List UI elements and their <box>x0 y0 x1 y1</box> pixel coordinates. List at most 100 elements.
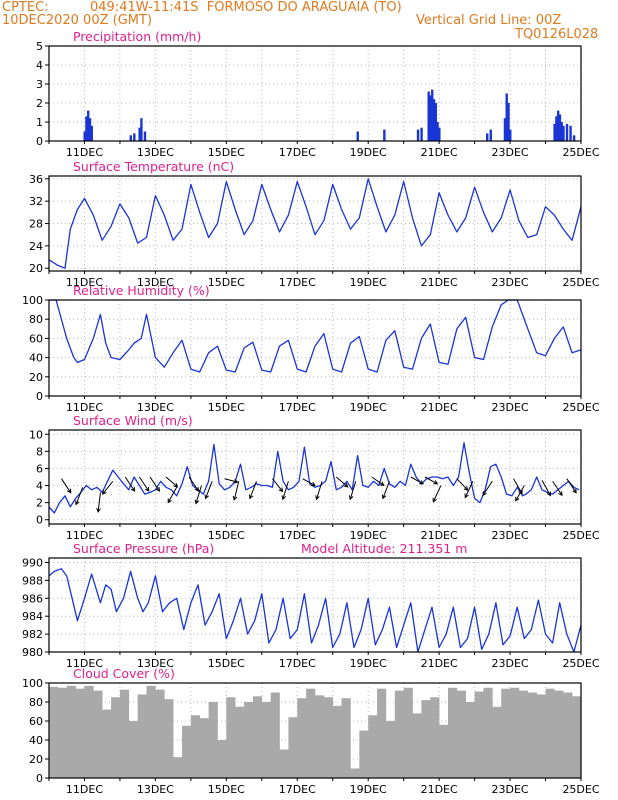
header-code: TQ0126L028 <box>515 27 599 42</box>
precipitation-bar <box>489 129 492 141</box>
precipitation-bar <box>85 116 88 141</box>
wind-arrow-shaft <box>224 478 238 483</box>
wind-arrow-shaft <box>272 478 283 492</box>
y-tick-label: 80 <box>29 696 43 709</box>
y-tick-label: 40 <box>29 734 43 747</box>
wind-arrow-shaft <box>335 476 349 488</box>
wind-arrow-shaft <box>432 485 442 502</box>
cloud-cover-bar <box>57 687 68 778</box>
cloud-cover-bar <box>474 691 484 778</box>
x-tick-label: 15DEC <box>208 657 245 670</box>
cloud-cover-frame <box>48 682 582 779</box>
y-tick-label: 0 <box>36 514 43 527</box>
precipitation-bar <box>434 103 437 141</box>
cloud-cover-bar <box>536 694 546 778</box>
wind-arrow-shaft <box>541 480 551 496</box>
x-tick-label: 21DEC <box>421 146 458 159</box>
wind-arrow-head <box>248 494 254 500</box>
x-tick-label: 11DEC <box>66 657 103 670</box>
wind-arrow-head <box>144 486 150 492</box>
x-tick-label: 21DEC <box>421 529 458 542</box>
cloud-cover-bar <box>217 740 227 778</box>
precipitation-bar <box>138 127 141 141</box>
precipitation-bar <box>383 129 386 141</box>
precipitation-bar <box>133 133 136 141</box>
wind-arrow <box>224 478 239 484</box>
wind-arrow-shaft <box>167 487 178 503</box>
wind-arrow-head <box>546 491 551 497</box>
wind-arrow <box>348 481 357 501</box>
x-tick-label: 23DEC <box>492 276 529 289</box>
y-tick-label: 60 <box>29 715 43 728</box>
cloud-cover-bar <box>350 768 360 778</box>
x-tick-label: 13DEC <box>137 657 174 670</box>
wind-arrow-shaft <box>482 480 493 496</box>
wind-arrow <box>124 476 136 492</box>
x-tick-label: 21DEC <box>421 401 458 414</box>
y-tick-label: 4 <box>36 59 43 72</box>
precipitation-bar <box>505 93 508 141</box>
x-tick-label: 17DEC <box>279 146 316 159</box>
wind-arrow-shaft <box>249 481 257 499</box>
precipitation-bar <box>427 91 430 141</box>
x-tick-label: 11DEC <box>66 401 103 414</box>
wind-arrow <box>371 476 385 486</box>
wind-arrow-head <box>315 495 320 501</box>
y-tick-label: 0 <box>36 390 43 403</box>
cloud-cover-bar <box>102 709 112 778</box>
y-tick-label: 24 <box>29 240 43 253</box>
wind-arrow-shaft <box>60 478 72 493</box>
precipitation-panel: 0 1 2 3 4 5 11DEC 13DEC 15DEC 17DEC 19DEC 21DEC 23DE… <box>36 29 600 159</box>
cloud-cover-bar <box>208 702 218 778</box>
x-tick-label: 11DEC <box>66 146 103 159</box>
x-tick-label: 21DEC <box>421 276 458 289</box>
x-tick-label: 11DEC <box>66 529 103 542</box>
x-tick-label: 19DEC <box>350 146 387 159</box>
wind-arrow <box>515 485 525 502</box>
precipitation-bar <box>88 118 92 141</box>
cloud-cover-bar <box>306 688 316 778</box>
wind-arrow-head <box>343 482 349 488</box>
cloud-cover-bar <box>119 689 130 778</box>
wind-arrow-head <box>233 479 239 484</box>
wind-arrow <box>566 478 577 494</box>
wind-arrow <box>464 481 474 499</box>
cloud-cover-title: Cloud Cover (%) <box>73 666 175 681</box>
cloud-cover-bar <box>359 730 369 778</box>
wind-arrow <box>75 487 84 506</box>
wind-arrow <box>272 478 284 493</box>
wind-arrow <box>541 480 551 497</box>
precipitation-bar <box>143 131 147 141</box>
y-tick-label: 3 <box>36 78 43 91</box>
cloud-cover-bar <box>510 687 520 778</box>
cloud-cover-bar <box>49 686 59 778</box>
y-tick-label: 1 <box>36 116 43 129</box>
y-tick-label: 100 <box>22 294 43 307</box>
relative-humidity-title: Relative Humidity (%) <box>73 283 210 298</box>
wind-arrow-shaft <box>205 481 213 499</box>
cloud-cover-bar <box>368 715 378 778</box>
precipitation-bar <box>438 127 441 141</box>
cloud-cover-bar <box>182 725 192 778</box>
cloud-cover-bar <box>270 692 280 778</box>
precipitation-bar <box>558 114 562 141</box>
precipitation-bar <box>87 110 90 141</box>
precipitation-bar <box>569 125 572 141</box>
precipitation-bar <box>436 122 439 141</box>
cloud-cover-bar <box>501 688 511 778</box>
wind-arrow <box>432 485 442 503</box>
precipitation-bar <box>416 129 420 141</box>
x-tick-label: 21DEC <box>421 783 458 796</box>
x-tick-label: 15DEC <box>208 146 245 159</box>
wind-arrow-shaft <box>195 485 202 504</box>
x-tick-label: 23DEC <box>492 783 529 796</box>
precipitation-bar <box>90 125 93 141</box>
y-tick-label: 28 <box>29 218 43 231</box>
cloud-cover-bar <box>279 749 289 778</box>
wind-arrow <box>165 476 179 488</box>
wind-arrow-head <box>419 480 425 485</box>
precipitation-bar <box>553 123 556 141</box>
y-tick-label: 32 <box>29 195 43 208</box>
wind-arrow <box>456 478 469 491</box>
cloud-cover-bar <box>483 687 493 778</box>
